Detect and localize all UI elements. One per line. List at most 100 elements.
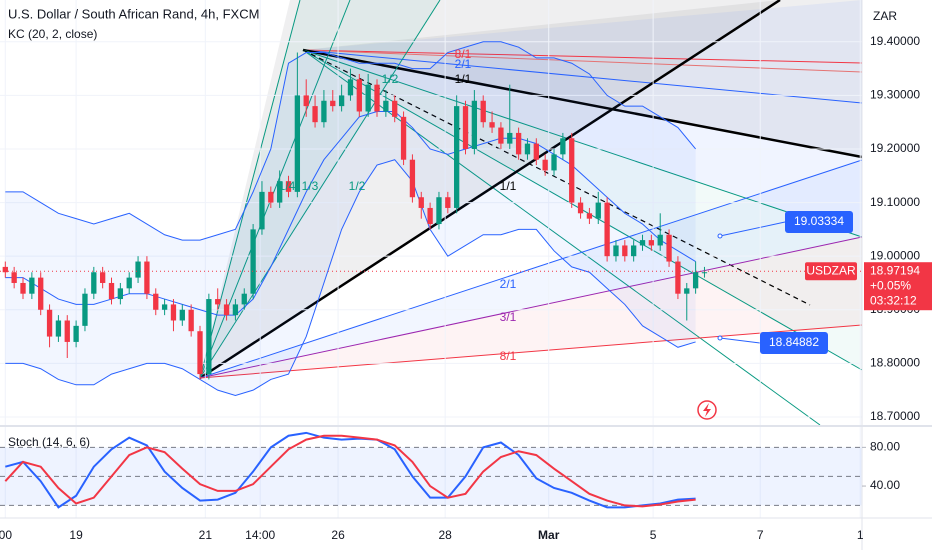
- kc-fill: [5, 41, 696, 396]
- candle-body: [170, 304, 177, 321]
- flash-icon[interactable]: [697, 400, 717, 420]
- x-tick-label: 7: [757, 528, 764, 542]
- x-tick-label: 21: [199, 528, 213, 542]
- fan-line: [302, 49, 863, 64]
- fan-label: 1/2: [382, 72, 399, 86]
- candle-body: [436, 197, 442, 225]
- y-tick-label: 19.10000: [870, 195, 920, 209]
- marker-dot: [717, 335, 723, 341]
- candle-body: [533, 143, 539, 160]
- candle-body: [542, 159, 548, 171]
- candle-body: [400, 116, 407, 160]
- drawings: [199, 0, 863, 426]
- y-tick-label: 18.80000: [870, 356, 920, 370]
- y-tick-label: 18.70000: [870, 409, 920, 423]
- y-tick-label: 19.20000: [870, 141, 920, 155]
- candle-body: [427, 207, 433, 225]
- last-price-box: [864, 262, 932, 311]
- candle-body: [560, 138, 566, 155]
- x-tick-label: Mar: [538, 528, 560, 542]
- candle-body: [383, 100, 389, 112]
- trend-line: [199, 0, 781, 380]
- candle-body: [330, 100, 336, 107]
- candle-body: [250, 229, 256, 294]
- fan-label: 2/1: [500, 277, 517, 291]
- candle-body: [277, 181, 283, 203]
- fan-label: 1/4: [279, 179, 296, 193]
- fan-label: 8/1: [455, 47, 472, 61]
- fan-line: [302, 49, 821, 426]
- candle-body: [356, 79, 362, 112]
- candle-body: [82, 293, 88, 326]
- candle-body: [613, 245, 619, 257]
- candle-body: [179, 309, 185, 321]
- candle-body: [144, 261, 150, 294]
- x-tick-label: 1: [857, 528, 864, 542]
- kc-lower: [5, 159, 696, 397]
- candle-body: [100, 272, 106, 283]
- candle-body: [445, 197, 451, 208]
- fan-label: 1/2: [349, 179, 366, 193]
- dashed-line: [302, 49, 811, 306]
- symbol-label: USDZAR: [806, 263, 856, 277]
- candle-body: [108, 282, 115, 300]
- candle-body: [631, 245, 637, 257]
- marker-box: [785, 211, 853, 233]
- candle-body: [569, 138, 575, 203]
- candle-body: [223, 304, 230, 316]
- fan-label: 1/3: [302, 179, 319, 193]
- candle-body: [507, 132, 513, 144]
- candle-body: [365, 84, 371, 112]
- candle-body: [684, 288, 690, 294]
- candle-body: [241, 293, 247, 305]
- candle-body: [480, 100, 486, 123]
- candle-body: [206, 299, 212, 375]
- candle-body: [462, 106, 469, 149]
- candle-body: [55, 320, 62, 337]
- fan-line: [199, 324, 863, 379]
- candle-body: [639, 240, 646, 246]
- candle-body: [29, 277, 35, 294]
- marks: [0, 0, 862, 518]
- candle-body: [126, 277, 132, 289]
- candle-body: [215, 299, 221, 305]
- candle-body: [2, 266, 8, 273]
- stoch-title: Stoch (14, 6, 6): [8, 435, 90, 449]
- fan-label: 1/1: [500, 179, 517, 193]
- candle-body: [38, 277, 44, 310]
- fan-line: [199, 236, 863, 379]
- candle-body: [161, 304, 168, 310]
- candle-body: [64, 320, 70, 342]
- candle-body: [586, 213, 593, 219]
- candle-body: [498, 127, 504, 144]
- x-tick-label: 14:00: [245, 528, 275, 542]
- candle-body: [73, 325, 79, 342]
- candle-body: [418, 197, 424, 208]
- chart-title: U.S. Dollar / South African Rand, 4h, FX…: [8, 6, 259, 21]
- candle-body: [197, 331, 203, 375]
- candle-body: [666, 234, 672, 262]
- indicator-title: KC (20, 2, close): [8, 27, 97, 41]
- candle-body: [471, 100, 478, 149]
- fan-label: 1/1: [455, 72, 472, 86]
- stoch-line: [4, 434, 696, 508]
- stoch-band: [0, 447, 862, 506]
- candle-body: [338, 95, 345, 107]
- candle-body: [91, 272, 97, 294]
- symbol-box: [805, 262, 857, 281]
- candle-body: [454, 106, 460, 208]
- candle-body: [285, 181, 292, 192]
- candle-body: [524, 143, 531, 155]
- fan-shade: [303, 0, 862, 157]
- candle-body: [117, 288, 124, 300]
- fan-line: [199, 159, 863, 379]
- candle-body: [622, 245, 628, 257]
- x-tick-label: 19: [69, 528, 83, 542]
- change-label: +0.05%: [870, 278, 911, 292]
- candle-body: [303, 95, 309, 107]
- y-tick-label: 19.00000: [870, 248, 920, 262]
- candle-body: [551, 154, 557, 171]
- stoch-line: [5, 431, 696, 509]
- marker-label: 18.84882: [769, 335, 819, 349]
- candle-body: [20, 282, 26, 294]
